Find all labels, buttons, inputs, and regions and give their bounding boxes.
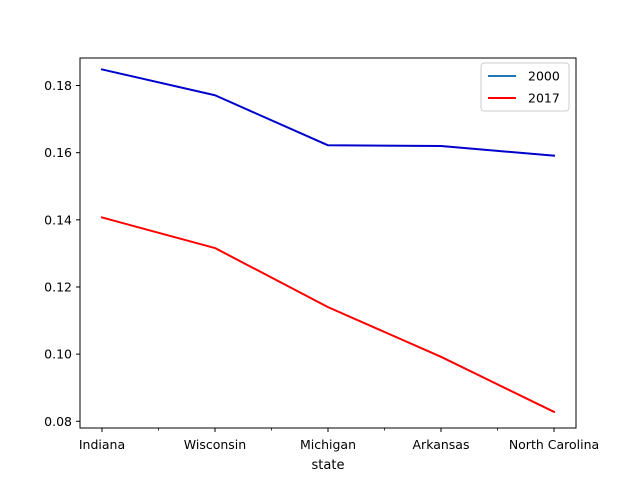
y-tick-label: 0.10 [44, 347, 72, 362]
y-tick-label: 0.14 [44, 212, 72, 227]
series-lines [100, 68, 556, 414]
legend: 2000 2017 [480, 62, 570, 112]
x-tick-label: Michigan [300, 437, 356, 452]
legend-label-2017: 2017 [528, 91, 560, 106]
x-tick-label: Indiana [79, 437, 125, 452]
y-tick-label: 0.16 [44, 145, 72, 160]
y-axis: 0.08 0.10 0.12 0.14 0.16 0.18 [44, 78, 80, 429]
x-tick-label: North Carolina [509, 437, 599, 452]
y-tick-label: 0.08 [44, 414, 72, 429]
x-tick-label: Wisconsin [184, 437, 246, 452]
x-axis-label: state [312, 458, 345, 473]
x-tick-label: Arkansas [413, 437, 470, 452]
series-line-2000 [100, 68, 556, 157]
legend-label-2000: 2000 [528, 69, 560, 84]
x-axis: Indiana Wisconsin Michigan Arkansas North Ca… [79, 428, 599, 452]
y-tick-label: 0.12 [44, 279, 72, 294]
y-tick-label: 0.18 [44, 78, 72, 93]
series-line-2017 [100, 216, 556, 414]
